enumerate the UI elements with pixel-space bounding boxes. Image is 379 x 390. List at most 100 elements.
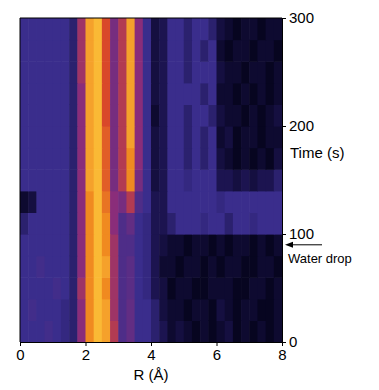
heat-cell	[118, 40, 127, 62]
heat-cell	[110, 299, 119, 321]
heat-cell	[126, 61, 135, 83]
heat-cell	[159, 148, 168, 170]
heat-cell	[143, 234, 152, 256]
heat-cell	[266, 277, 275, 299]
heat-cell	[126, 169, 135, 191]
x-axis-title: R (Å)	[134, 366, 169, 383]
heat-cell	[86, 126, 95, 148]
heat-cell	[69, 148, 78, 170]
heat-cell	[217, 83, 226, 105]
heat-cell	[36, 83, 45, 105]
heat-cell	[28, 277, 37, 299]
heat-cell	[192, 104, 201, 126]
heat-cell	[217, 126, 226, 148]
heat-cell	[176, 126, 185, 148]
heat-cell	[257, 234, 266, 256]
heat-cell	[241, 104, 250, 126]
heat-cell	[257, 212, 266, 234]
heat-cell	[143, 83, 152, 105]
heat-cell	[151, 234, 160, 256]
heat-cell	[184, 234, 193, 256]
heat-cell	[184, 104, 193, 126]
heat-cell	[208, 234, 217, 256]
heat-cell	[61, 320, 70, 342]
heat-cell	[20, 191, 29, 213]
heat-cell	[200, 83, 209, 105]
heat-cell	[118, 320, 127, 342]
heat-cell	[159, 104, 168, 126]
heat-cell	[102, 126, 111, 148]
heat-cell	[184, 126, 193, 148]
heat-cell	[241, 299, 250, 321]
heat-cell	[135, 256, 144, 278]
annotation-arrowhead	[285, 242, 293, 248]
heat-cell	[151, 126, 160, 148]
heat-cell	[94, 299, 103, 321]
heat-cell	[200, 126, 209, 148]
heat-cell	[53, 234, 62, 256]
heat-cell	[61, 234, 70, 256]
heat-cell	[61, 256, 70, 278]
heat-cell	[241, 61, 250, 83]
heat-cell	[20, 169, 29, 191]
heat-cell	[45, 148, 54, 170]
plot: 024680100200300R (Å)Time (s)Water drop	[16, 9, 352, 383]
heat-cell	[208, 126, 217, 148]
heat-cell	[151, 191, 160, 213]
heat-cell	[257, 191, 266, 213]
heat-cell	[86, 83, 95, 105]
heat-cell	[257, 83, 266, 105]
heat-cell	[167, 169, 176, 191]
heat-cell	[36, 277, 45, 299]
heat-cell	[69, 299, 78, 321]
heat-cell	[266, 18, 275, 40]
heat-cell	[118, 191, 127, 213]
heat-cell	[184, 212, 193, 234]
heat-cell	[176, 320, 185, 342]
heat-cell	[167, 277, 176, 299]
heat-cell	[241, 148, 250, 170]
heat-cell	[225, 320, 234, 342]
heat-cell	[20, 104, 29, 126]
heat-cell	[274, 61, 282, 83]
heat-cell	[143, 277, 152, 299]
heat-cell	[77, 83, 86, 105]
heat-cell	[36, 104, 45, 126]
heat-cell	[176, 169, 185, 191]
heat-cell	[36, 320, 45, 342]
heat-cell	[53, 40, 62, 62]
heat-cell	[143, 40, 152, 62]
heat-cell	[192, 40, 201, 62]
heat-cell	[225, 18, 234, 40]
heat-cell	[241, 256, 250, 278]
heat-cell	[233, 148, 242, 170]
heat-cell	[241, 234, 250, 256]
heat-cell	[274, 18, 282, 40]
heat-cell	[102, 212, 111, 234]
heat-cell	[135, 40, 144, 62]
heat-cell	[61, 212, 70, 234]
heat-cell	[61, 61, 70, 83]
heat-cell	[167, 40, 176, 62]
heat-cell	[20, 148, 29, 170]
heat-cell	[151, 320, 160, 342]
heat-cell	[159, 234, 168, 256]
heat-cell	[28, 256, 37, 278]
heat-cell	[233, 212, 242, 234]
heat-cell	[167, 61, 176, 83]
heat-cell	[241, 191, 250, 213]
heat-cell	[249, 148, 258, 170]
heat-cell	[53, 212, 62, 234]
heat-cell	[192, 61, 201, 83]
heat-cell	[225, 299, 234, 321]
heat-cell	[184, 169, 193, 191]
heat-cell	[110, 234, 119, 256]
y-axis-title: Time (s)	[290, 144, 344, 161]
heat-cell	[126, 320, 135, 342]
heat-cell	[118, 18, 127, 40]
heat-cell	[118, 104, 127, 126]
heat-cell	[28, 320, 37, 342]
heat-cell	[225, 256, 234, 278]
heat-cell	[102, 256, 111, 278]
heat-cell	[28, 148, 37, 170]
